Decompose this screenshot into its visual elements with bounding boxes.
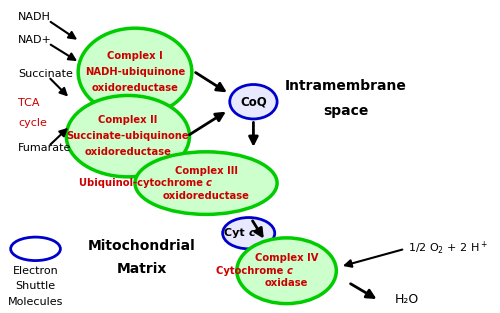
Text: Shuttle: Shuttle: [16, 281, 56, 291]
Text: Complex II: Complex II: [98, 115, 158, 125]
Text: Succinate: Succinate: [18, 69, 73, 80]
Ellipse shape: [237, 238, 336, 304]
Text: NADH: NADH: [18, 12, 51, 22]
Text: c: c: [286, 266, 292, 276]
Text: Fumarate: Fumarate: [18, 143, 72, 153]
Text: Complex I: Complex I: [107, 51, 163, 61]
Text: Matrix: Matrix: [117, 262, 168, 276]
Text: Cytochrome: Cytochrome: [216, 266, 286, 276]
Text: Cyt: Cyt: [224, 228, 248, 238]
Ellipse shape: [135, 152, 277, 214]
Ellipse shape: [230, 85, 277, 119]
Text: c: c: [206, 178, 212, 188]
Text: NAD+: NAD+: [18, 35, 52, 45]
Text: space: space: [323, 104, 368, 118]
Text: H₂O: H₂O: [394, 293, 418, 306]
Text: NADH-ubiquinone: NADH-ubiquinone: [85, 67, 185, 77]
Text: Ubiquinol-cytochrome: Ubiquinol-cytochrome: [78, 178, 206, 188]
Text: CoQ: CoQ: [240, 95, 267, 108]
Ellipse shape: [78, 28, 192, 116]
Text: oxidoreductase: oxidoreductase: [92, 83, 178, 93]
Ellipse shape: [222, 218, 274, 249]
Text: Complex III: Complex III: [174, 166, 238, 176]
Text: Succinate-ubiquinone: Succinate-ubiquinone: [66, 131, 189, 141]
Text: Molecules: Molecules: [8, 297, 63, 307]
Text: oxidase: oxidase: [265, 278, 308, 288]
Text: c: c: [248, 228, 256, 238]
Ellipse shape: [66, 95, 190, 177]
Text: cycle: cycle: [18, 118, 47, 128]
Text: Electron: Electron: [12, 266, 58, 276]
Text: oxidoreductase: oxidoreductase: [84, 147, 172, 157]
Text: 1/2 O$_2$ + 2 H$^+$: 1/2 O$_2$ + 2 H$^+$: [408, 240, 488, 257]
Text: Mitochondrial: Mitochondrial: [88, 239, 196, 253]
Text: TCA: TCA: [18, 98, 40, 108]
Ellipse shape: [10, 237, 60, 260]
Text: Intramembrane: Intramembrane: [285, 79, 406, 93]
Text: Complex IV: Complex IV: [255, 253, 318, 263]
Text: oxidoreductase: oxidoreductase: [162, 191, 250, 201]
